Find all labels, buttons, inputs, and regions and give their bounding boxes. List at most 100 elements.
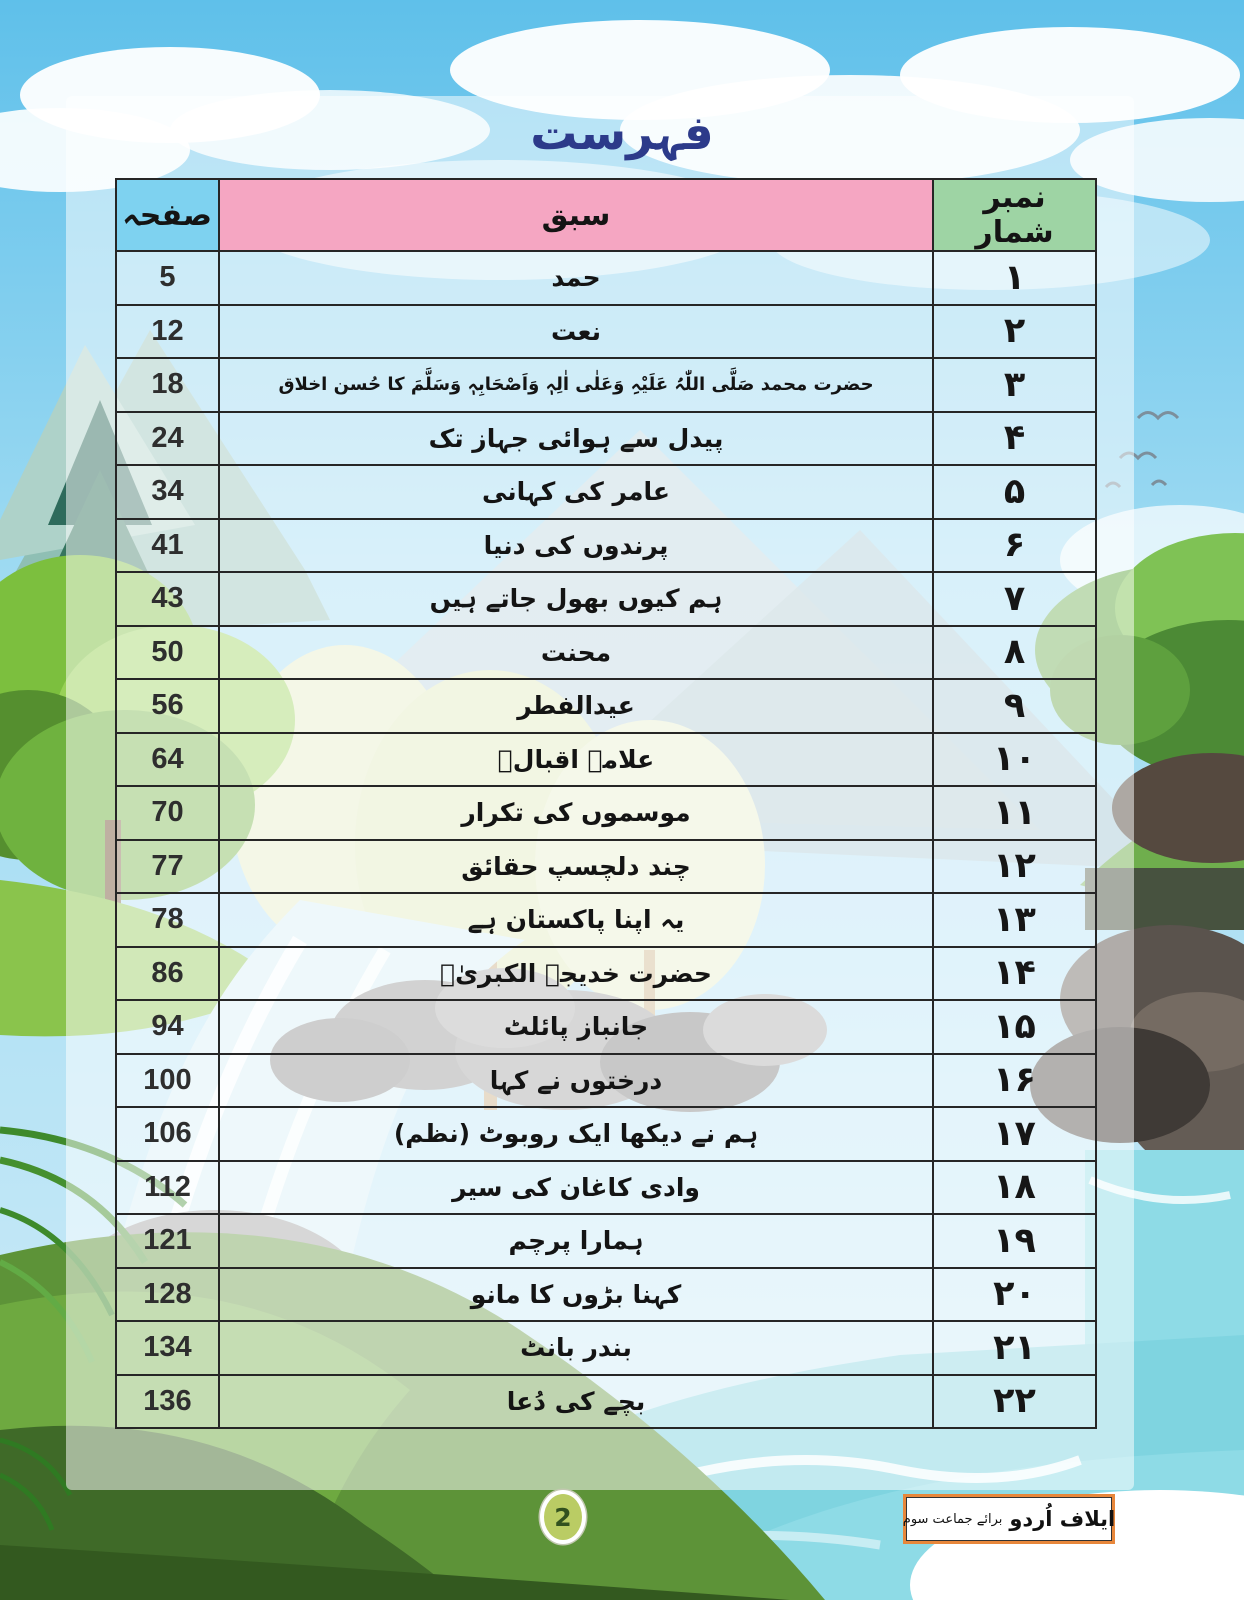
page-title: فہرست [530, 106, 714, 161]
book-title: ایلاف اُردو [1009, 1507, 1116, 1531]
table-row: ۱۴ حضرت خدیجۃ الکبریٰؓ 86 [115, 945, 1097, 1001]
serial-number-cell: ۹ [932, 678, 1097, 734]
toc-table-body: ۱ حمد 5 ۲ نعت 12 ۳ حضرت محمد صَلَّی اللّٰہُ عَل… [115, 250, 1097, 1429]
table-row: ۱۱ موسموں کی تکرار 70 [115, 785, 1097, 841]
page-number-cell: 100 [115, 1052, 220, 1108]
table-row: ۱۵ جانباز پائلٹ 94 [115, 999, 1097, 1055]
header-row: نمبر شمار سبق صفحہ [115, 178, 1097, 252]
lesson-title-cell: نعت [218, 303, 934, 359]
lesson-title-cell: علامہ اقبالؒ [218, 731, 934, 787]
lesson-title-cell: وادی کاغان کی سیر [218, 1159, 934, 1215]
table-row: ۲ نعت 12 [115, 303, 1097, 359]
page-number-cell: 24 [115, 410, 220, 466]
page-number-cell: 5 [115, 250, 220, 306]
lesson-title-cell: کہنا بڑوں کا مانو [218, 1266, 934, 1322]
lesson-title-cell: ہم نے دیکھا ایک روبوٹ (نظم) [218, 1106, 934, 1162]
book-label-box: ایلاف اُردو برائے جماعت سوم [903, 1494, 1115, 1544]
toc-table-header: نمبر شمار سبق صفحہ [115, 178, 1097, 252]
table-row: ۴ پیدل سے ہوائی جہاز تک 24 [115, 410, 1097, 466]
serial-number-cell: ۷ [932, 571, 1097, 627]
serial-number-cell: ۵ [932, 464, 1097, 520]
page-number-cell: 106 [115, 1106, 220, 1162]
header-page: صفحہ [115, 178, 220, 252]
table-row: ۶ پرندوں کی دنیا 41 [115, 517, 1097, 573]
serial-number-cell: ۱۳ [932, 892, 1097, 948]
page-number-cell: 136 [115, 1373, 220, 1429]
serial-number-cell: ۱۴ [932, 945, 1097, 1001]
page-number-cell: 18 [115, 357, 220, 413]
page-number-cell: 41 [115, 517, 220, 573]
table-row: ۱۸ وادی کاغان کی سیر 112 [115, 1159, 1097, 1215]
lesson-title-cell: جانباز پائلٹ [218, 999, 934, 1055]
serial-number-cell: ۱۵ [932, 999, 1097, 1055]
serial-number-cell: ۱۲ [932, 838, 1097, 894]
lesson-title-cell: بندر بانٹ [218, 1320, 934, 1376]
table-row: ۱۹ ہمارا پرچم 121 [115, 1213, 1097, 1269]
lesson-title-cell: حضرت خدیجۃ الکبریٰؓ [218, 945, 934, 1001]
table-row: ۱۷ ہم نے دیکھا ایک روبوٹ (نظم) 106 [115, 1106, 1097, 1162]
header-lesson: سبق [218, 178, 934, 252]
serial-number-cell: ۴ [932, 410, 1097, 466]
table-row: ۱۳ یہ اپنا پاکستان ہے 78 [115, 892, 1097, 948]
table-row: ۱۲ چند دلچسپ حقائق 77 [115, 838, 1097, 894]
serial-number-cell: ۱۰ [932, 731, 1097, 787]
header-serial-number: نمبر شمار [932, 178, 1097, 252]
page-number-badge: 2 [540, 1490, 586, 1544]
serial-number-cell: ۲۲ [932, 1373, 1097, 1429]
book-subtitle: برائے جماعت سوم [902, 1511, 1003, 1527]
table-row: ۷ ہم کیوں بھول جاتے ہیں 43 [115, 571, 1097, 627]
page-number-cell: 50 [115, 624, 220, 680]
table-row: ۲۲ بچے کی دُعا 136 [115, 1373, 1097, 1429]
table-row: ۹ عیدالفطر 56 [115, 678, 1097, 734]
table-row: ۱۰ علامہ اقبالؒ 64 [115, 731, 1097, 787]
page-number-cell: 134 [115, 1320, 220, 1376]
table-row: ۸ محنت 50 [115, 624, 1097, 680]
lesson-title-cell: درختوں نے کہا [218, 1052, 934, 1108]
serial-number-cell: ۲۰ [932, 1266, 1097, 1322]
page-number-cell: 121 [115, 1213, 220, 1269]
toc-table: نمبر شمار سبق صفحہ ۱ حمد 5 ۲ نعت 12 ۳ حضرت محمد… [115, 178, 1097, 1429]
lesson-title-cell: حضرت محمد صَلَّی اللّٰہُ عَلَیْہِ وَعَلٰ… [218, 357, 934, 413]
serial-number-cell: ۱۹ [932, 1213, 1097, 1269]
lesson-title-cell: پیدل سے ہوائی جہاز تک [218, 410, 934, 466]
serial-number-cell: ۱ [932, 250, 1097, 306]
table-row: ۲۱ بندر بانٹ 134 [115, 1320, 1097, 1376]
serial-number-cell: ۱۸ [932, 1159, 1097, 1215]
table-row: ۳ حضرت محمد صَلَّی اللّٰہُ عَلَیْہِ وَعَل… [115, 357, 1097, 413]
serial-number-cell: ۲ [932, 303, 1097, 359]
serial-number-cell: ۸ [932, 624, 1097, 680]
serial-number-cell: ۱۷ [932, 1106, 1097, 1162]
table-row: ۱ حمد 5 [115, 250, 1097, 306]
lesson-title-cell: محنت [218, 624, 934, 680]
serial-number-cell: ۲۱ [932, 1320, 1097, 1376]
lesson-title-cell: ہمارا پرچم [218, 1213, 934, 1269]
serial-number-cell: ۶ [932, 517, 1097, 573]
lesson-title-cell: موسموں کی تکرار [218, 785, 934, 841]
page-number: 2 [554, 1502, 572, 1532]
page-number-cell: 78 [115, 892, 220, 948]
table-row: ۱۶ درختوں نے کہا 100 [115, 1052, 1097, 1108]
lesson-title-cell: بچے کی دُعا [218, 1373, 934, 1429]
page-number-cell: 77 [115, 838, 220, 894]
lesson-title-cell: یہ اپنا پاکستان ہے [218, 892, 934, 948]
lesson-title-cell: عیدالفطر [218, 678, 934, 734]
lesson-title-cell: پرندوں کی دنیا [218, 517, 934, 573]
page-number-cell: 64 [115, 731, 220, 787]
page-number-cell: 70 [115, 785, 220, 841]
page-number-cell: 112 [115, 1159, 220, 1215]
lesson-title-cell: چند دلچسپ حقائق [218, 838, 934, 894]
page-number-cell: 56 [115, 678, 220, 734]
page-number-cell: 12 [115, 303, 220, 359]
serial-number-cell: ۱۱ [932, 785, 1097, 841]
lesson-title-cell: حمد [218, 250, 934, 306]
page-number-cell: 94 [115, 999, 220, 1055]
page-number-cell: 128 [115, 1266, 220, 1322]
page-number-cell: 43 [115, 571, 220, 627]
page-number-cell: 86 [115, 945, 220, 1001]
lesson-title-cell: عامر کی کہانی [218, 464, 934, 520]
serial-number-cell: ۱۶ [932, 1052, 1097, 1108]
table-row: ۵ عامر کی کہانی 34 [115, 464, 1097, 520]
lesson-title-cell: ہم کیوں بھول جاتے ہیں [218, 571, 934, 627]
table-row: ۲۰ کہنا بڑوں کا مانو 128 [115, 1266, 1097, 1322]
page-number-cell: 34 [115, 464, 220, 520]
